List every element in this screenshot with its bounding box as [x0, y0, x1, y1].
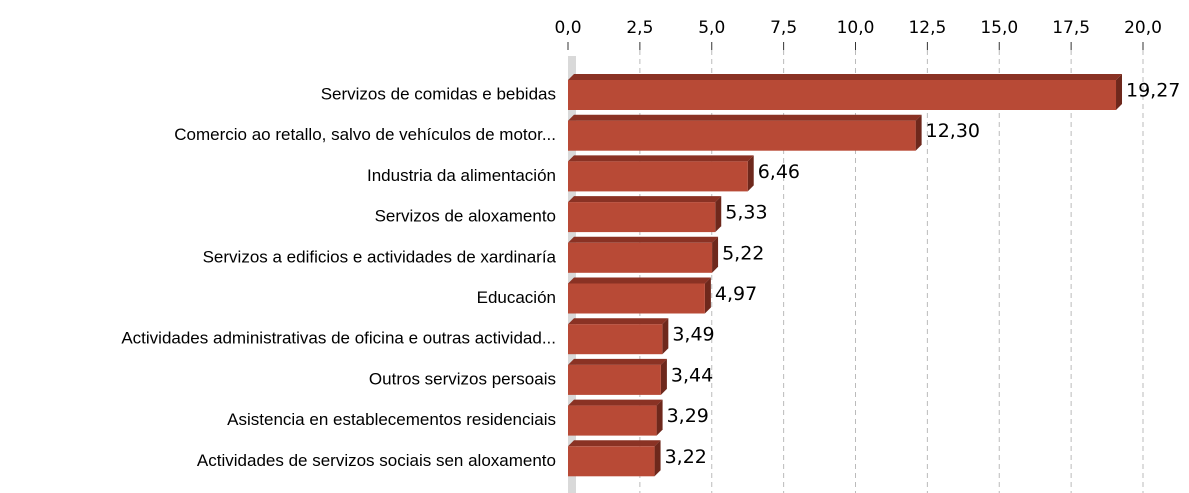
y-tick-label: Servizos de comidas e bebidas [321, 84, 556, 103]
bar [568, 358, 667, 395]
bar-face [747, 155, 754, 192]
bar-face [568, 202, 716, 233]
axis-wall [568, 56, 576, 493]
value-label: 4,97 [715, 283, 757, 305]
value-label: 12,30 [926, 120, 980, 142]
value-label: 3,29 [667, 405, 709, 427]
bar [568, 155, 754, 192]
bar-face [662, 318, 669, 355]
bar-face [568, 196, 722, 203]
bar-face [568, 155, 754, 162]
bar-face [712, 236, 719, 273]
bar-face [915, 114, 922, 151]
y-tick-label: Industria da alimentación [367, 166, 556, 185]
bar-face [568, 74, 1123, 80]
bar-face [568, 283, 705, 314]
x-tick-label: 20,0 [1124, 18, 1162, 38]
x-tick-label: 5,0 [698, 18, 725, 38]
x-tick-label: 0,0 [554, 18, 581, 38]
y-tick-label: Asistencia en establecementos residencia… [227, 410, 556, 429]
bar [568, 277, 711, 314]
y-tick-label: Servizos a edificios e actividades de xa… [203, 247, 557, 266]
bar-face [656, 399, 663, 436]
y-tick-label: Comercio ao retallo, salvo de vehículos … [174, 125, 556, 144]
y-tick-label: Actividades de servizos sociais sen alox… [197, 451, 556, 470]
x-tick-label: 2,5 [626, 18, 653, 38]
bar-face [568, 236, 719, 243]
bar-face [568, 114, 922, 121]
y-tick-label: Outros servizos persoais [369, 369, 556, 388]
bar-face [568, 318, 669, 325]
value-label: 19,27 [1126, 80, 1180, 102]
bar [568, 196, 722, 233]
bar [568, 440, 661, 477]
bar-face [568, 358, 667, 365]
x-tick-label: 12,5 [908, 18, 946, 38]
bar [568, 318, 669, 355]
bar [568, 236, 719, 273]
value-label: 6,46 [758, 161, 800, 183]
bar [568, 399, 663, 436]
value-label: 5,33 [725, 202, 767, 224]
y-tick-label: Actividades administrativas de oficina e… [121, 329, 556, 348]
bar-face [568, 80, 1117, 110]
bar-face [704, 277, 711, 314]
bar-face [568, 405, 657, 436]
bar-face [654, 440, 661, 477]
x-tick-label: 7,5 [770, 18, 797, 38]
bar-face [568, 242, 713, 273]
x-tick-label: 15,0 [980, 18, 1018, 38]
value-label: 3,22 [665, 446, 707, 468]
value-label: 3,49 [672, 324, 714, 346]
bar-face [568, 440, 661, 447]
bar [568, 114, 922, 151]
bar-face [715, 196, 722, 233]
bar-face [568, 364, 661, 395]
bar-face [568, 120, 916, 151]
value-label: 5,22 [722, 242, 764, 264]
x-tick-label: 17,5 [1052, 18, 1090, 38]
bar-face [568, 277, 711, 284]
bar-face [1116, 74, 1123, 110]
value-label: 3,44 [671, 364, 713, 386]
bar-face [568, 324, 663, 355]
bar-face [568, 399, 663, 406]
y-tick-label: Educación [477, 288, 556, 307]
bar [568, 74, 1123, 110]
bar-face [568, 446, 655, 477]
bar-face [660, 358, 667, 395]
y-tick-label: Servizos de aloxamento [375, 207, 556, 226]
x-tick-label: 10,0 [837, 18, 875, 38]
bar-face [568, 161, 748, 192]
